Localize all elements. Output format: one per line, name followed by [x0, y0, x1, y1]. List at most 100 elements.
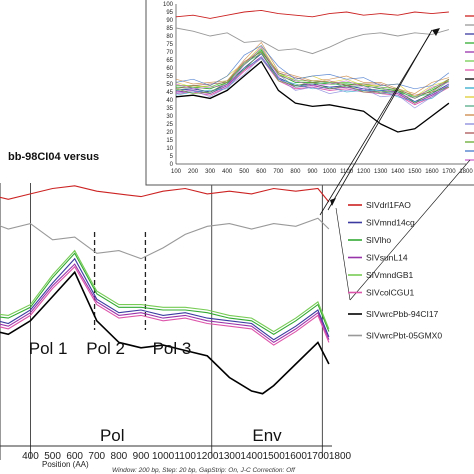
main-x-tick-0: 400 [22, 451, 39, 462]
main-x-tick-8: 1200 [196, 451, 219, 462]
inset-x-tick-10: 1100 [340, 169, 354, 175]
region-label-0: Pol 1 [29, 339, 68, 358]
inset-y-tick-7: 35 [166, 106, 173, 112]
main-series-line-6 [0, 265, 330, 346]
inset-x-tick-4: 500 [239, 169, 250, 175]
inset-y-tick-8: 40 [166, 98, 173, 104]
inset-y-tick-12: 60 [166, 66, 173, 72]
inset-frame [145, 0, 474, 186]
legend-label-0: SIVdrl1FAO [366, 200, 411, 210]
inset-y-tick-17: 85 [166, 26, 173, 32]
inset-extra-line-7 [175, 45, 450, 90]
inset-x-tick-17: 1800 [459, 169, 473, 175]
inset-x-tick-15: 1600 [425, 169, 439, 175]
inset-series-line-7 [175, 60, 450, 133]
inset-legend-swatches [465, 15, 474, 161]
settings-caption: Window: 200 bp, Step: 20 bp, GapStrip: O… [112, 467, 296, 474]
inset-x-tick-2: 300 [205, 169, 216, 175]
inset-chart: 1002003004005006007008009001000110012001… [145, 0, 474, 186]
inset-extra-line-3 [175, 41, 449, 94]
main-x-tick-5: 900 [133, 451, 150, 462]
main-x-tick-12: 1600 [285, 451, 308, 462]
inset-x-tick-9: 1000 [323, 169, 337, 175]
inset-y-tick-4: 20 [166, 130, 173, 136]
legend-label-6: SIVwrcPbb-94CI17 [366, 309, 439, 319]
inset-y-tick-14: 70 [166, 50, 173, 56]
inset-y-tick-labels: 0 5 10 15 20 25 30 35 40 45 50 55 60 65 70 75 80 85 90 95 10… [163, 2, 174, 168]
main-series-line-3 [0, 252, 330, 335]
inset-extra-line-8 [175, 46, 449, 99]
inset-x-tick-1: 200 [188, 169, 199, 175]
inset-extra-line-4 [175, 56, 450, 109]
inset-extra-line-2 [175, 53, 450, 98]
connector-arrow-head-0 [432, 28, 440, 36]
inset-x-tick-0: 100 [171, 169, 182, 175]
inset-series-lines [175, 9, 450, 133]
inset-y-tick-9: 45 [166, 90, 173, 96]
region-label-4: Env [252, 426, 282, 445]
inset-x-tick-11: 1200 [357, 169, 371, 175]
inset-extra-line-6 [175, 51, 449, 104]
main-series-line-1 [0, 217, 330, 260]
main-x-tick-7: 1100 [174, 451, 196, 462]
connector-arrow-line-1 [319, 33, 431, 216]
region-label-3: Pol [100, 426, 125, 445]
legend-label-5: SIVcolCGU1 [366, 288, 414, 298]
inset-y-tick-11: 55 [166, 74, 173, 80]
inset-x-tick-3: 400 [222, 169, 233, 175]
inset-y-tick-19: 95 [166, 10, 173, 16]
main-x-tick-10: 1400 [240, 451, 263, 462]
inset-x-tick-12: 1300 [374, 169, 388, 175]
connector-arrow-line-2 [335, 207, 351, 301]
inset-extra-line-0 [175, 57, 450, 102]
inset-x-tick-13: 1400 [391, 169, 405, 175]
inset-y-tick-0: 0 [170, 162, 174, 168]
legend-label-4: SIVmndGB1 [366, 270, 414, 280]
inset-y-tick-6: 30 [166, 114, 173, 120]
inset-x-tick-16: 1700 [442, 169, 456, 175]
main-series-lines [0, 185, 330, 395]
inset-x-tick-5: 600 [256, 169, 267, 175]
inset-y-tick-20: 100 [163, 2, 174, 8]
inset-x-tick-7: 800 [290, 169, 301, 175]
inset-x-tick-6: 700 [273, 169, 284, 175]
inset-y-tick-3: 15 [166, 138, 173, 144]
legend-label-3: SIVsunL14 [366, 253, 408, 263]
chart-title: bb-98CI04 versus [8, 151, 99, 163]
main-x-tick-4: 800 [111, 451, 128, 462]
legend: SIVdrl1FAO SIVmnd14cg SIVlho SIVsunL14 SIVmn… [348, 200, 442, 341]
inset-y-tick-2: 10 [166, 146, 173, 152]
inset-y-tick-15: 75 [166, 42, 173, 48]
main-x-tick-9: 1300 [218, 451, 241, 462]
legend-label-7: SIVwrcPbt-05GMX0 [366, 331, 442, 341]
inset-y-tick-16: 80 [166, 34, 173, 40]
region-label-2: Pol 3 [153, 339, 192, 358]
inset-x-tick-8: 900 [307, 169, 318, 175]
legend-label-2: SIVlho [366, 235, 391, 245]
main-series-line-0 [0, 185, 330, 203]
inset-series-line-1 [175, 27, 450, 55]
main-x-tick-6: 1000 [152, 451, 175, 462]
inset-x-tick-14: 1500 [408, 169, 422, 175]
main-series-line-2 [0, 257, 330, 341]
region-labels: Pol 1 Pol 2 Pol 3 Pol Env [29, 339, 282, 445]
main-x-tick-labels: 400 500 600 700 800 900 1000 1100 1200 1300 1400 15… [22, 451, 351, 462]
main-x-tick-3: 700 [88, 451, 105, 462]
inset-series-line-0 [175, 9, 449, 19]
connector-arrow-head-1 [330, 198, 336, 206]
main-x-tick-13: 1700 [307, 451, 330, 462]
main-x-tick-14: 1800 [329, 451, 352, 462]
main-series-line-7 [0, 270, 330, 395]
main-series-line-4 [0, 263, 330, 344]
connector-arrow-line-3 [349, 159, 471, 301]
main-x-tick-2: 600 [66, 451, 83, 462]
legend-label-1: SIVmnd14cg [366, 218, 415, 228]
inset-y-tick-10: 50 [166, 82, 173, 88]
connector-arrows [319, 28, 471, 301]
main-x-tick-1: 500 [44, 451, 61, 462]
main-series-line-5 [0, 249, 330, 333]
inset-y-tick-13: 65 [166, 58, 173, 64]
main-chart: bb-98CI04 versus Pol 1 Pol 2 Pol 3 Pol Env 4… [0, 151, 352, 474]
inset-y-tick-1: 5 [170, 154, 174, 160]
